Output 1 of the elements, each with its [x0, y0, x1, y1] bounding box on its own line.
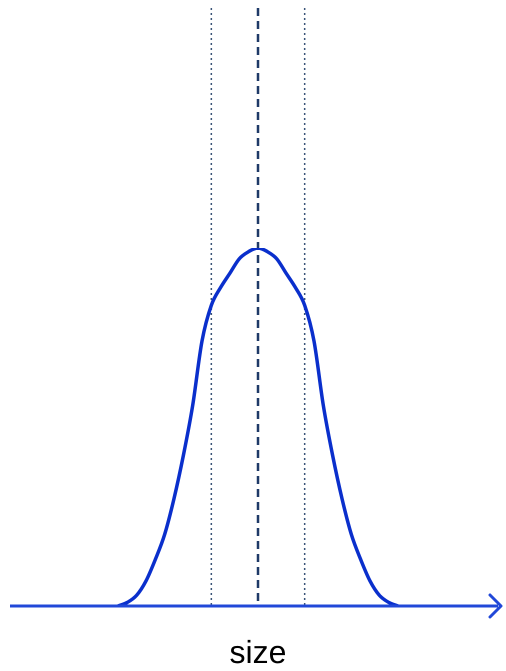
x-axis-title: size [230, 634, 286, 670]
